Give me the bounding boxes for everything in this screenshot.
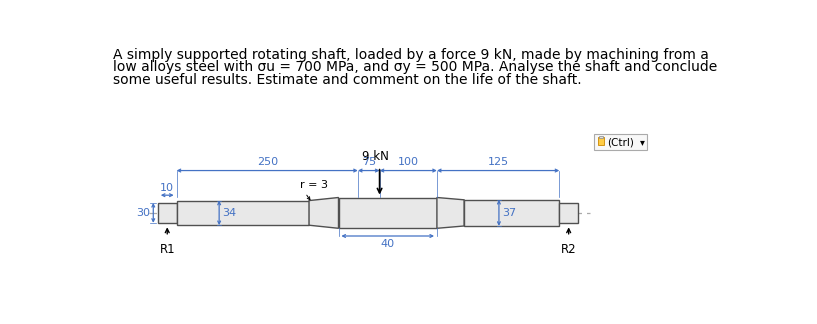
Text: 75: 75 <box>362 157 376 168</box>
Text: 40: 40 <box>381 239 395 249</box>
Text: 100: 100 <box>398 157 419 168</box>
Text: 9 kN: 9 kN <box>362 150 389 163</box>
Text: r = 3: r = 3 <box>300 180 328 190</box>
Text: (Ctrl): (Ctrl) <box>607 137 634 147</box>
Polygon shape <box>309 198 338 228</box>
Text: A simply supported rotating shaft, loaded by a force 9 kN, made by machining fro: A simply supported rotating shaft, loade… <box>113 48 709 62</box>
Text: R2: R2 <box>560 243 577 256</box>
Bar <box>176 201 309 225</box>
Text: 37: 37 <box>502 208 516 218</box>
Bar <box>598 137 604 145</box>
Text: some useful results. Estimate and comment on the life of the shaft.: some useful results. Estimate and commen… <box>113 73 582 87</box>
Bar <box>158 203 176 223</box>
Bar <box>599 136 603 138</box>
Polygon shape <box>437 198 464 228</box>
Bar <box>338 198 437 228</box>
Text: 34: 34 <box>222 208 236 218</box>
Text: low alloys steel with σu = 700 MPa, and σy = 500 MPa. Analyse the shaft and conc: low alloys steel with σu = 700 MPa, and … <box>113 61 717 75</box>
Text: ▾: ▾ <box>640 137 645 147</box>
Text: 10: 10 <box>160 183 174 193</box>
Text: 250: 250 <box>257 157 278 168</box>
Bar <box>464 200 560 226</box>
Text: 30: 30 <box>136 208 150 218</box>
Text: R1: R1 <box>159 243 175 256</box>
Bar <box>594 134 647 150</box>
Bar <box>560 203 578 223</box>
Text: 125: 125 <box>488 157 509 168</box>
